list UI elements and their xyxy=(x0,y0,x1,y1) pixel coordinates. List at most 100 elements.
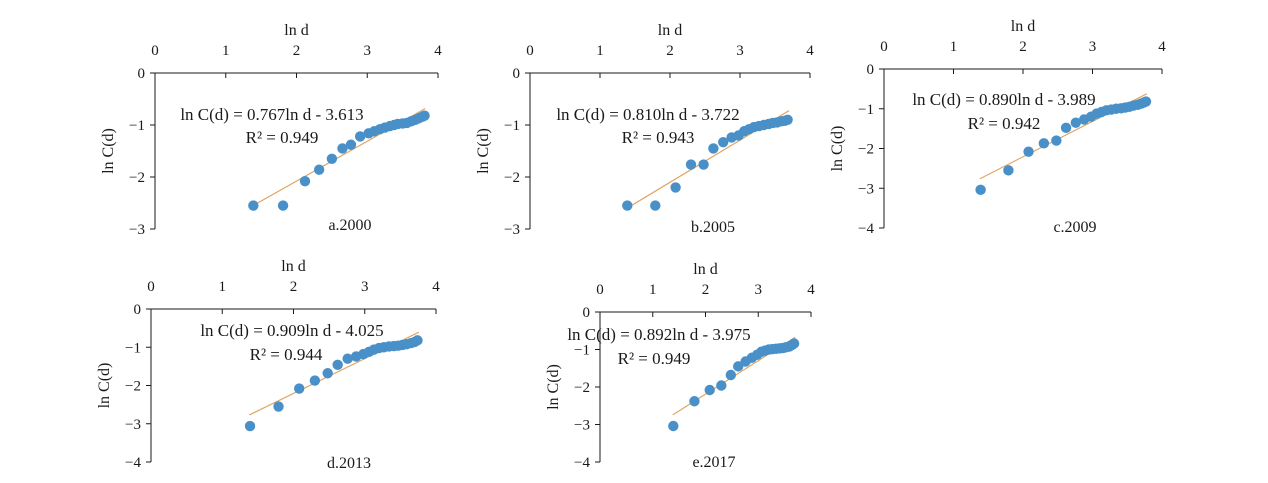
panel-3: 0 1 2 3 4 0 −1 −2 −3 −4 ln d ln C(d) ln C(d) = 0.890… xyxy=(829,18,1166,237)
data-point xyxy=(354,131,366,142)
x-tick-label: 2 xyxy=(293,43,301,59)
x-tick-label: 1 xyxy=(649,282,657,298)
data-point xyxy=(1038,138,1050,149)
data-point xyxy=(704,384,715,396)
y-axis-title: ln C(d) xyxy=(100,128,117,174)
x-tick-label: 0 xyxy=(151,43,159,59)
panel-label: c.2009 xyxy=(1053,219,1096,236)
x-tick-label: 3 xyxy=(755,282,763,298)
y-tick-label: −3 xyxy=(504,222,520,238)
data-point xyxy=(782,114,793,126)
regression-equation: ln C(d) = 0.892ln d - 3.975 xyxy=(567,325,750,344)
data-point xyxy=(309,375,321,386)
data-point xyxy=(244,420,256,432)
panel-label: d.2013 xyxy=(327,455,371,472)
x-tick-label: 3 xyxy=(736,43,744,59)
data-point xyxy=(698,159,709,170)
data-point xyxy=(1023,146,1034,157)
y-tick-label: −4 xyxy=(574,455,590,471)
x-tick-label: 4 xyxy=(1158,39,1166,55)
y-tick-label: −1 xyxy=(125,340,141,356)
y-tick-label: −3 xyxy=(125,417,141,433)
y-tick-label: −1 xyxy=(858,102,874,118)
data-point xyxy=(689,396,700,407)
x-axis-title: ln d xyxy=(284,22,308,39)
y-tick-label: −1 xyxy=(574,343,590,359)
r-squared: R² = 0.943 xyxy=(622,128,695,147)
y-axis-title: ln C(d) xyxy=(96,363,113,409)
x-tick-label: 1 xyxy=(596,43,604,59)
panel-label: e.2017 xyxy=(692,454,735,471)
data-point xyxy=(650,200,661,211)
data-point xyxy=(788,338,800,349)
data-point xyxy=(685,159,697,170)
panel-label: a.2000 xyxy=(328,217,371,234)
y-tick-label: 0 xyxy=(513,66,521,82)
data-point xyxy=(248,200,259,211)
y-tick-label: −3 xyxy=(858,181,874,197)
data-point xyxy=(1051,135,1062,146)
regression-equation: ln C(d) = 0.767ln d - 3.613 xyxy=(180,105,363,124)
data-point xyxy=(718,136,729,148)
data-point xyxy=(668,420,679,432)
r-squared: R² = 0.949 xyxy=(618,349,691,368)
data-point xyxy=(273,401,284,412)
x-axis-title: ln d xyxy=(658,22,682,39)
data-point xyxy=(322,368,333,379)
data-point xyxy=(733,361,744,372)
regression-equation: ln C(d) = 0.909ln d - 4.025 xyxy=(200,321,383,340)
y-tick-label: −2 xyxy=(574,380,590,396)
y-tick-label: 0 xyxy=(134,302,142,318)
x-tick-label: 2 xyxy=(702,282,710,298)
x-axis-title: ln d xyxy=(1011,18,1035,35)
x-tick-label: 2 xyxy=(666,43,674,59)
y-axis-title: ln C(d) xyxy=(829,126,846,172)
data-point xyxy=(622,200,633,211)
data-point xyxy=(975,184,986,196)
data-point xyxy=(412,335,423,346)
y-tick-label: −3 xyxy=(574,418,590,434)
y-tick-label: −1 xyxy=(129,118,145,134)
x-tick-label: 4 xyxy=(807,282,815,298)
data-point xyxy=(313,164,325,175)
data-point xyxy=(1060,122,1072,134)
data-point xyxy=(670,182,681,193)
r-squared: R² = 0.949 xyxy=(246,128,319,147)
y-tick-label: −1 xyxy=(504,118,520,134)
y-axis-title: ln C(d) xyxy=(545,364,562,410)
data-point xyxy=(299,175,311,187)
y-tick-label: 0 xyxy=(583,305,591,321)
x-tick-label: 1 xyxy=(219,279,227,295)
panel-5: 0 1 2 3 4 0 −1 −2 −3 −4 ln d ln C(d) ln C(d) = 0.892… xyxy=(545,261,815,471)
x-tick-label: 4 xyxy=(434,43,442,59)
panel-2: 0 1 2 3 4 0 −1 −2 −3 ln d ln C(d) ln C(d) = 0.810ln… xyxy=(475,22,814,238)
x-tick-label: 4 xyxy=(806,43,814,59)
x-tick-label: 2 xyxy=(290,279,298,295)
data-point xyxy=(326,153,338,164)
y-axis-title: ln C(d) xyxy=(475,128,492,174)
x-tick-label: 0 xyxy=(526,43,534,59)
data-point xyxy=(277,200,289,211)
x-tick-label: 2 xyxy=(1019,39,1027,55)
x-tick-label: 0 xyxy=(147,279,155,295)
panel-4: 0 1 2 3 4 0 −1 −2 −3 −4 ln d ln C(d) ln C(d) = 0.909… xyxy=(96,258,440,472)
x-tick-label: 1 xyxy=(222,43,230,59)
y-tick-label: −4 xyxy=(858,221,874,237)
x-axis-title: ln d xyxy=(281,258,305,275)
data-point xyxy=(332,359,343,371)
x-tick-label: 1 xyxy=(950,39,958,55)
data-point xyxy=(716,380,727,391)
x-tick-label: 4 xyxy=(432,279,440,295)
y-tick-label: −2 xyxy=(129,170,145,186)
r-squared: R² = 0.942 xyxy=(968,114,1041,133)
y-tick-label: 0 xyxy=(138,66,146,82)
x-tick-label: 0 xyxy=(596,282,604,298)
data-point xyxy=(294,383,305,394)
data-point xyxy=(419,110,430,121)
x-tick-label: 3 xyxy=(361,279,369,295)
x-tick-label: 3 xyxy=(364,43,372,59)
data-point xyxy=(337,143,348,154)
panel-1: 0 1 2 3 4 0 −1 −2 −3 ln d ln C(d) ln C(d) = 0.767ln… xyxy=(100,22,442,238)
regression-equation: ln C(d) = 0.890ln d - 3.989 xyxy=(912,90,1095,109)
